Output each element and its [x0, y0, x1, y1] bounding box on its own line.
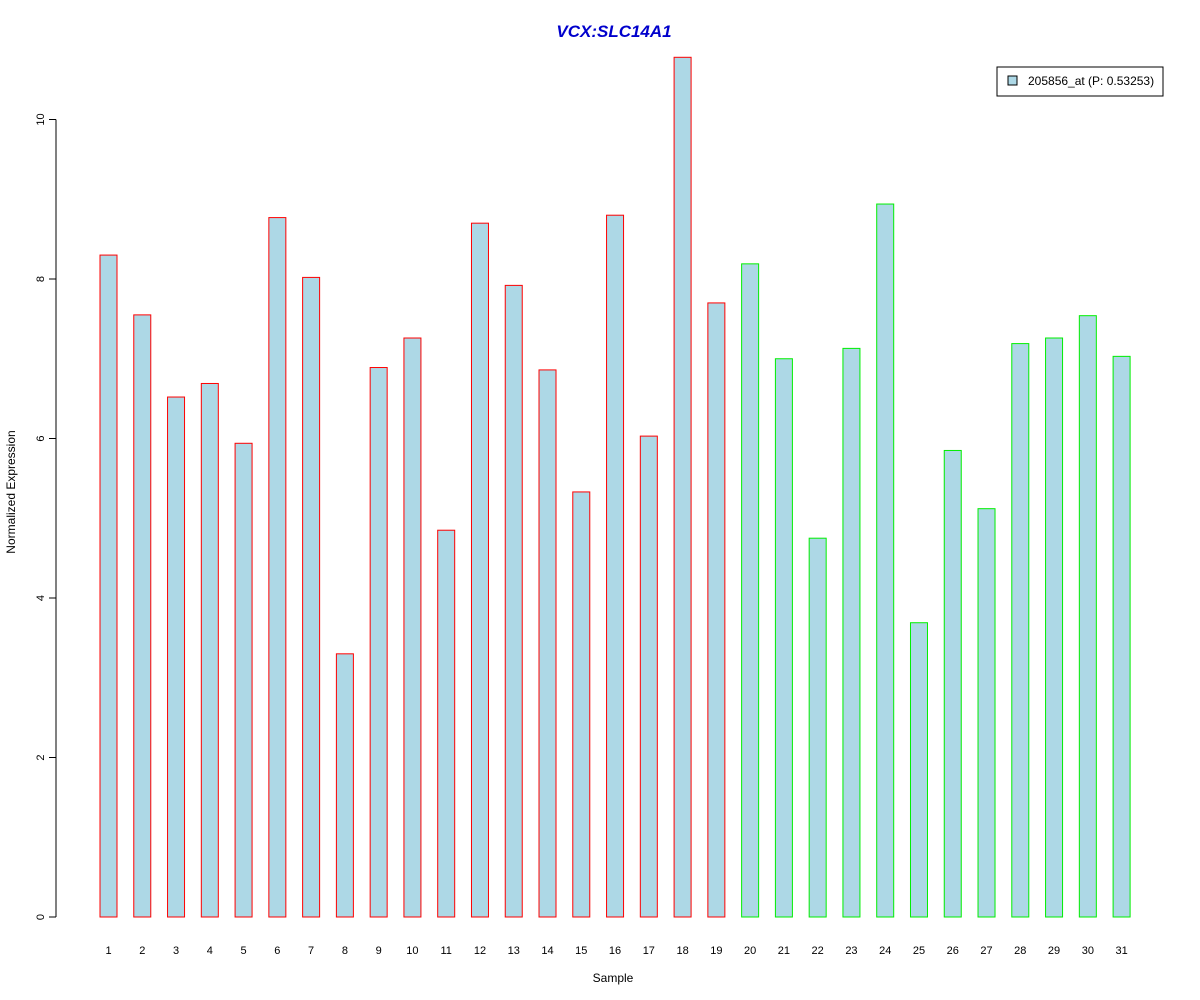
x-tick-labels: 1 2 3 4 5 6 7 8 9 10 11 12 13 14 15 16 17 18 19 20 21 22 23 24 2… [105, 945, 1127, 957]
bar-sample-5 [234, 442, 253, 918]
bar-sample-11 [437, 529, 456, 918]
x-tick-label: 13 [508, 945, 520, 957]
bar-sample-4 [200, 382, 219, 918]
bar-sample-31 [1112, 355, 1131, 918]
bar-sample-14 [538, 369, 557, 918]
y-tick-label: 10 [35, 113, 47, 125]
bar-sample-24 [876, 203, 895, 918]
x-tick-label: 6 [274, 945, 280, 957]
legend-label: 205856_at (P: 0.53253) [1028, 74, 1154, 88]
y-tick-label: 8 [35, 276, 47, 282]
bar-sample-12 [470, 222, 489, 918]
bar-sample-3 [167, 396, 186, 918]
y-axis-label: Normalized Expression [4, 430, 18, 553]
y-axis: 0 2 4 6 8 10 [35, 113, 57, 920]
x-tick-label: 20 [744, 945, 756, 957]
y-tick-label: 4 [35, 595, 47, 601]
bar-sample-23 [842, 347, 861, 918]
y-tick-label: 0 [35, 914, 47, 920]
legend-box [996, 66, 1164, 97]
bar-sample-26 [943, 449, 962, 918]
x-tick-label: 17 [643, 945, 655, 957]
x-tick-label: 30 [1082, 945, 1094, 957]
x-tick-label: 29 [1048, 945, 1060, 957]
x-axis-label: Sample [593, 971, 634, 985]
x-tick-label: 9 [376, 945, 382, 957]
bar-sample-17 [639, 435, 658, 918]
bar-sample-2 [133, 314, 152, 918]
bar-sample-28 [1011, 343, 1030, 918]
x-tick-label: 28 [1014, 945, 1026, 957]
bar-sample-20 [741, 263, 760, 918]
x-tick-label: 2 [139, 945, 145, 957]
x-tick-label: 18 [676, 945, 688, 957]
bar-sample-10 [403, 337, 422, 918]
x-tick-label: 26 [947, 945, 959, 957]
x-tick-label: 23 [845, 945, 857, 957]
x-tick-label: 19 [710, 945, 722, 957]
x-tick-label: 27 [980, 945, 992, 957]
x-tick-label: 11 [440, 945, 451, 957]
bar-sample-21 [774, 358, 793, 918]
x-tick-label: 16 [609, 945, 621, 957]
bar-sample-13 [504, 284, 523, 918]
x-tick-label: 10 [406, 945, 418, 957]
bar-sample-19 [707, 302, 726, 918]
bar-sample-22 [808, 537, 827, 918]
legend: 205856_at (P: 0.53253) [996, 66, 1164, 97]
bar-sample-27 [977, 508, 996, 918]
bar-sample-29 [1045, 337, 1064, 918]
legend-swatch [1007, 75, 1018, 86]
x-tick-label: 12 [474, 945, 486, 957]
bar-sample-6 [268, 217, 287, 918]
x-tick-label: 25 [913, 945, 925, 957]
bar-sample-8 [335, 653, 354, 918]
x-tick-label: 4 [207, 945, 213, 957]
x-tick-label: 22 [812, 945, 824, 957]
x-tick-label: 15 [575, 945, 587, 957]
x-tick-label: 5 [241, 945, 247, 957]
bar-sample-16 [606, 214, 625, 918]
y-tick-label: 2 [35, 754, 47, 760]
x-tick-label: 21 [778, 945, 790, 957]
x-tick-label: 8 [342, 945, 348, 957]
y-tick-label: 6 [35, 435, 47, 441]
bar-sample-1 [99, 254, 118, 918]
bar-sample-30 [1078, 315, 1097, 918]
bar-sample-7 [302, 276, 321, 918]
x-tick-label: 31 [1115, 945, 1127, 957]
x-tick-label: 1 [105, 945, 111, 957]
bar-sample-18 [673, 56, 692, 918]
x-tick-label: 24 [879, 945, 891, 957]
bars [99, 56, 1131, 918]
x-tick-label: 7 [308, 945, 314, 957]
x-tick-label: 14 [541, 945, 553, 957]
chart-title: VCX:SLC14A1 [556, 22, 671, 41]
bar-sample-15 [572, 491, 591, 918]
x-tick-label: 3 [173, 945, 179, 957]
bar-sample-9 [369, 367, 388, 918]
bar-sample-25 [909, 622, 928, 918]
